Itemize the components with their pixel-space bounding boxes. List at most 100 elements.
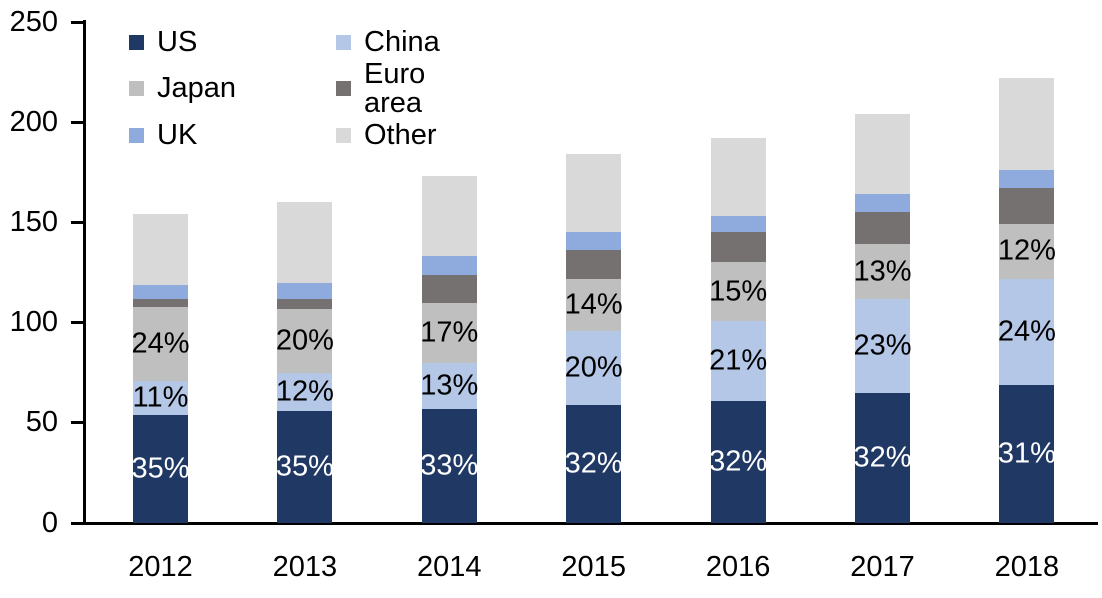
legend-item-uk: UK (129, 120, 197, 150)
segment-uk-2016 (710, 216, 766, 233)
segment-china-2013: 12% (275, 372, 334, 411)
bar-group-2012: 35% 11% 24% (131, 214, 190, 523)
legend-item-china: China (336, 27, 440, 57)
legend-label-uk: UK (157, 118, 198, 151)
bar-group-2018: 31% 24% 12% (997, 78, 1056, 523)
segment-label-japan-2015: 14% (564, 288, 623, 321)
segment-other-2012 (133, 214, 188, 285)
x-tick-label-2017: 2017 (850, 551, 915, 583)
segment-us-2017: 32% (853, 392, 912, 523)
legend-swatch-us (129, 34, 144, 50)
segment-china-2012: 11% (133, 380, 188, 415)
segment-label-japan-2013: 20% (275, 324, 334, 357)
segment-japan-2012: 24% (131, 306, 190, 381)
segment-label-us-2016: 32% (709, 445, 768, 478)
segment-japan-2014: 17% (420, 302, 479, 363)
segment-us-2015: 32% (564, 404, 623, 523)
segment-label-china-2016: 21% (709, 344, 768, 377)
segment-other-2016 (710, 138, 766, 217)
segment-label-us-2018: 31% (997, 437, 1056, 470)
segment-other-2017 (855, 114, 910, 195)
y-tick-mark-150 (71, 220, 83, 224)
segment-china-2015: 20% (564, 330, 623, 405)
segment-japan-2016: 15% (709, 262, 768, 321)
y-tick-label-100: 100 (9, 306, 58, 339)
segment-label-china-2015: 20% (564, 351, 623, 384)
bar-group-2017: 32% 23% 13% (853, 114, 912, 523)
segment-us-2014: 33% (420, 408, 479, 523)
segment-uk-2014 (421, 256, 477, 275)
segment-us-2016: 32% (709, 400, 768, 523)
segment-label-japan-2018: 12% (997, 234, 1056, 267)
x-tick-label-2018: 2018 (994, 551, 1060, 583)
segment-label-us-2013: 35% (275, 450, 334, 483)
y-tick-label-200: 200 (9, 105, 58, 138)
legend-swatch-china (336, 34, 351, 50)
segment-label-japan-2014: 17% (420, 316, 479, 349)
legend-label-japan: Japan (157, 72, 237, 104)
segment-euro-area-2016 (710, 232, 766, 263)
legend-swatch-japan (129, 81, 144, 96)
bar-group-2014: 33% 13% 17% (420, 176, 479, 523)
segment-other-2014 (421, 176, 477, 257)
y-tick-mark-0 (71, 521, 83, 525)
bar-group-2016: 32% 21% 15% (709, 138, 768, 523)
segment-us-2012: 35% (131, 414, 190, 523)
y-tick-mark-50 (71, 421, 83, 425)
segment-other-2013 (277, 202, 333, 283)
legend-swatch-uk (129, 127, 144, 143)
segment-china-2018: 24% (998, 278, 1056, 385)
legend-item-euro-area: Euro area (336, 59, 425, 117)
segment-uk-2013 (277, 282, 333, 299)
y-tick-mark-200 (71, 120, 83, 124)
segment-uk-2018 (999, 170, 1055, 189)
segment-euro-area-2012 (133, 298, 188, 307)
segment-japan-2013: 20% (275, 308, 334, 373)
y-axis-line (83, 20, 86, 525)
y-tick-label-50: 50 (25, 406, 58, 439)
legend-label-china: China (364, 25, 440, 58)
y-tick-label-150: 150 (9, 205, 58, 238)
segment-label-us-2017: 32% (853, 441, 912, 474)
segment-uk-2015 (566, 232, 622, 251)
legend-label-euro-area: Euro area (364, 57, 426, 119)
segment-label-us-2012: 35% (131, 452, 190, 485)
legend-label-other: Other (364, 118, 437, 151)
legend-swatch-other (336, 127, 351, 143)
legend-item-us: US (129, 27, 197, 57)
segment-euro-area-2015 (566, 250, 622, 279)
segment-label-china-2014: 13% (420, 369, 479, 402)
x-tick-label-2013: 2013 (272, 551, 338, 583)
segment-japan-2017: 13% (853, 244, 912, 299)
segment-label-china-2013: 12% (275, 375, 334, 408)
segment-japan-2015: 14% (564, 278, 623, 331)
x-tick-label-2015: 2015 (561, 551, 626, 583)
legend-item-japan: Japan (129, 74, 236, 104)
segment-uk-2017 (855, 194, 910, 213)
segment-label-japan-2016: 15% (709, 275, 768, 308)
y-tick-mark-100 (71, 321, 83, 325)
x-tick-label-2012: 2012 (128, 551, 193, 583)
y-tick-mark-250 (71, 20, 83, 24)
segment-euro-area-2013 (277, 298, 333, 309)
segment-china-2016: 21% (709, 320, 768, 401)
legend-swatch-euro-area (336, 81, 351, 96)
segment-label-china-2017: 23% (853, 329, 912, 362)
segment-label-us-2014: 33% (420, 449, 479, 482)
y-tick-label-0: 0 (41, 506, 58, 539)
segment-china-2014: 13% (420, 362, 479, 409)
legend-item-other: Other (336, 120, 437, 150)
segment-us-2018: 31% (997, 384, 1056, 523)
y-tick-label-250: 250 (9, 5, 58, 38)
bar-group-2015: 32% 20% 14% (564, 154, 623, 523)
x-axis-line (83, 522, 1098, 525)
legend-label-us: US (157, 25, 198, 58)
segment-uk-2012 (133, 284, 188, 299)
x-tick-label-2014: 2014 (417, 551, 482, 583)
segment-label-us-2015: 32% (564, 447, 623, 480)
segment-euro-area-2018 (999, 188, 1055, 225)
bar-group-2013: 35% 12% 20% (275, 202, 334, 523)
segment-euro-area-2017 (855, 212, 910, 245)
segment-other-2018 (999, 78, 1055, 171)
